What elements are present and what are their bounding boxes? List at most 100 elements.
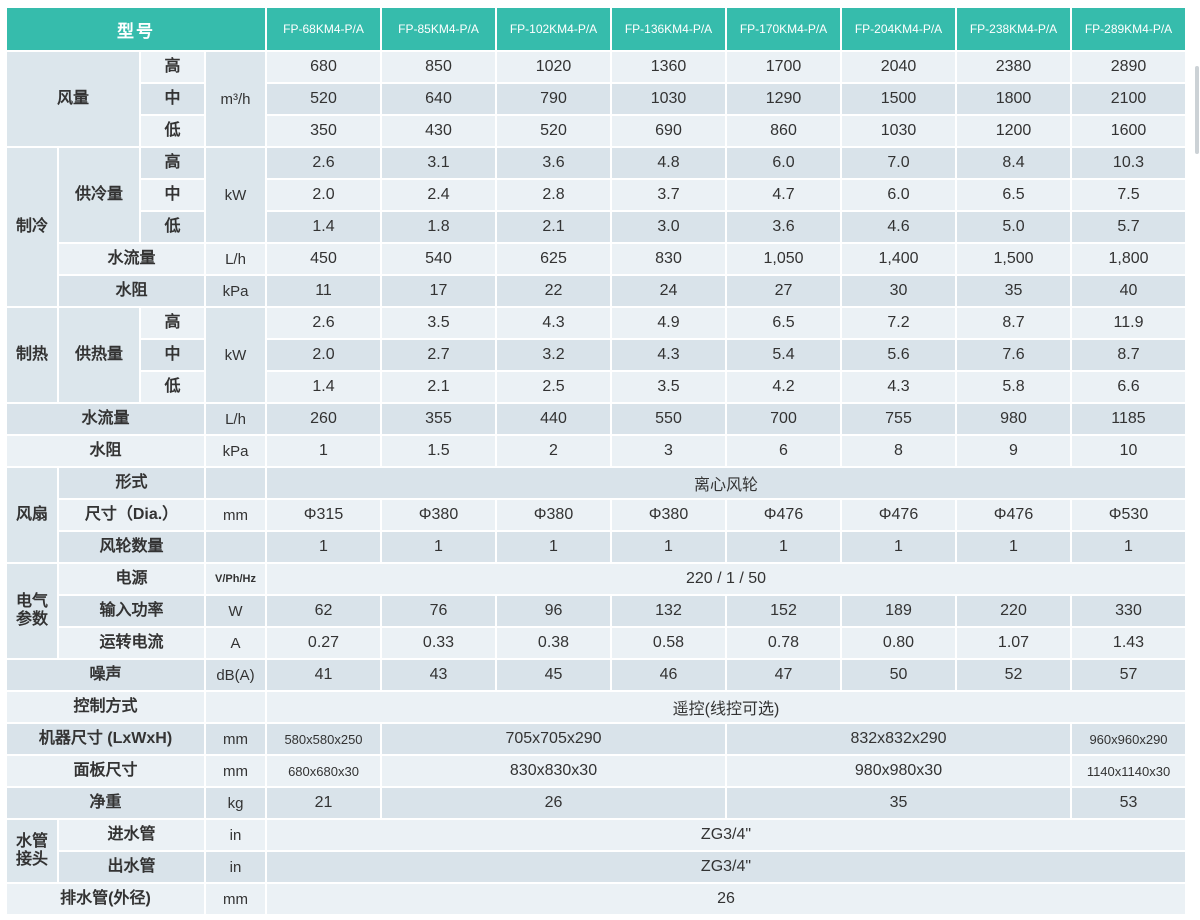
row-label-cell: 中 <box>141 340 204 370</box>
value-cell: 1 <box>267 532 380 562</box>
unit-cell: kg <box>206 788 265 818</box>
row-label-cell: 噪声 <box>7 660 204 690</box>
value-cell: 4.3 <box>612 340 725 370</box>
value-cell: 8.7 <box>1072 340 1185 370</box>
row-label-cell: 水流量 <box>7 404 204 434</box>
row-label-cell: 风量 <box>7 52 139 146</box>
scrollbar-thumb[interactable] <box>1195 66 1199 154</box>
value-cell: Φ315 <box>267 500 380 530</box>
unit-cell: kW <box>206 148 265 242</box>
unit-cell: mm <box>206 884 265 914</box>
row-label-cell: 输入功率 <box>59 596 204 626</box>
table-row: 制热 供热量高 kW 2.6 3.5 4.3 4.9 6.5 7.2 8.7 11.9 <box>7 308 1185 402</box>
value-cell: 35 <box>957 276 1070 306</box>
value-cell: 3.5 <box>382 308 495 338</box>
unit-cell: kPa <box>206 436 265 466</box>
value-cell: 850 <box>382 52 495 82</box>
value-cell: 1 <box>382 532 495 562</box>
value-cell: 1600 <box>1072 116 1185 146</box>
value-cell: Φ476 <box>727 500 840 530</box>
value-cell: 7.5 <box>1072 180 1185 210</box>
table-row: 水流量 L/h 450 540 625 830 1,050 1,400 1,500 1,800 <box>7 244 1185 274</box>
value-cell: 0.33 <box>382 628 495 658</box>
table-row: 水阻 kPa 1 1.5 2 3 6 8 9 10 <box>7 436 1185 466</box>
value-cell: 1360 <box>612 52 725 82</box>
row-label-cell: 形式 <box>59 468 204 498</box>
table-row: 制冷 供冷量高 kW 2.6 3.1 3.6 4.8 6.0 7.0 8.4 10.3 <box>7 148 1185 306</box>
value-cell: 2.0 <box>267 340 380 370</box>
value-cell: 3.6 <box>497 148 610 178</box>
value-cell: 960x960x290 <box>1072 724 1185 754</box>
table-row: 面板尺寸 mm 680x680x30 830x830x30 980x980x30 1140… <box>7 756 1185 786</box>
row-label-cell: 低 <box>141 372 204 402</box>
value-cell: 0.27 <box>267 628 380 658</box>
value-cell: Φ380 <box>612 500 725 530</box>
value-cell: 96 <box>497 596 610 626</box>
model-header-cell: FP-289KM4-P/A <box>1072 8 1185 50</box>
row-label-cell: 控制方式 <box>7 692 204 722</box>
spec-table-body: 风量高 m³/h 680 850 1020 1360 1700 2040 2380 2890 中 52… <box>7 52 1185 914</box>
value-cell: 1 <box>842 532 955 562</box>
row-label-cell: 排水管(外径) <box>7 884 204 914</box>
unit-cell: in <box>206 820 265 850</box>
value-cell: 4.3 <box>497 308 610 338</box>
unit-cell: in <box>206 852 265 882</box>
value-cell: 1 <box>497 532 610 562</box>
value-cell: 5.6 <box>842 340 955 370</box>
value-cell: 2380 <box>957 52 1070 82</box>
model-header-cell: FP-136KM4-P/A <box>612 8 725 50</box>
row-label-cell: 制热 <box>7 308 57 402</box>
unit-cell: V/Ph/Hz <box>206 564 265 594</box>
table-row: 风量高 m³/h 680 850 1020 1360 1700 2040 2380 2890 <box>7 52 1185 146</box>
unit-cell: kW <box>206 308 265 402</box>
value-cell: 1185 <box>1072 404 1185 434</box>
value-cell: 0.58 <box>612 628 725 658</box>
value-cell: 5.4 <box>727 340 840 370</box>
row-label-cell: 低 <box>141 116 204 146</box>
row-label-cell: 低 <box>141 212 204 242</box>
value-cell: 980 <box>957 404 1070 434</box>
unit-cell: dB(A) <box>206 660 265 690</box>
table-row: 机器尺寸 (LxWxH) mm 580x580x250 705x705x290 832x… <box>7 724 1185 754</box>
value-cell: 550 <box>612 404 725 434</box>
value-cell: 705x705x290 <box>382 724 725 754</box>
value-cell: 220 / 1 / 50 <box>267 564 1185 594</box>
value-cell: 132 <box>612 596 725 626</box>
value-cell: 6.0 <box>727 148 840 178</box>
value-cell: 2.1 <box>382 372 495 402</box>
unit-cell: mm <box>206 724 265 754</box>
value-cell: 21 <box>267 788 380 818</box>
table-row: 型号 FP-68KM4-P/A FP-85KM4-P/A FP-102KM4-P/A F… <box>7 8 1185 50</box>
value-cell: 10 <box>1072 436 1185 466</box>
value-cell: 41 <box>267 660 380 690</box>
row-label-cell: 尺寸（Dia.） <box>59 500 204 530</box>
unit-cell <box>206 532 265 562</box>
value-cell: 2040 <box>842 52 955 82</box>
value-cell: 4.8 <box>612 148 725 178</box>
value-cell: 220 <box>957 596 1070 626</box>
value-cell: 3.7 <box>612 180 725 210</box>
value-cell: 6.0 <box>842 180 955 210</box>
value-cell: 1.4 <box>267 212 380 242</box>
value-cell: 0.38 <box>497 628 610 658</box>
table-row: 低 1.4 2.1 2.5 3.5 4.2 4.3 5.8 6.6 <box>7 372 1185 402</box>
value-cell: 53 <box>1072 788 1185 818</box>
value-cell: 45 <box>497 660 610 690</box>
value-cell: 5.7 <box>1072 212 1185 242</box>
value-cell: 57 <box>1072 660 1185 690</box>
row-label-cell: 中 <box>141 84 204 114</box>
table-row: 运转电流 A 0.27 0.33 0.38 0.58 0.78 0.80 1.07 1.43 <box>7 628 1185 658</box>
table-row: 中 520 640 790 1030 1290 1500 1800 2100 <box>7 84 1185 114</box>
value-cell: 8 <box>842 436 955 466</box>
value-cell: 2.7 <box>382 340 495 370</box>
value-cell: 26 <box>382 788 725 818</box>
value-cell: 7.2 <box>842 308 955 338</box>
value-cell: Φ380 <box>382 500 495 530</box>
value-cell: 790 <box>497 84 610 114</box>
table-row: 中 2.0 2.7 3.2 4.3 5.4 5.6 7.6 8.7 <box>7 340 1185 370</box>
value-cell: 1140x1140x30 <box>1072 756 1185 786</box>
row-label-cell: 净重 <box>7 788 204 818</box>
value-cell: 46 <box>612 660 725 690</box>
table-row: 风扇 形式 离心风轮 <box>7 468 1185 562</box>
value-cell: 640 <box>382 84 495 114</box>
